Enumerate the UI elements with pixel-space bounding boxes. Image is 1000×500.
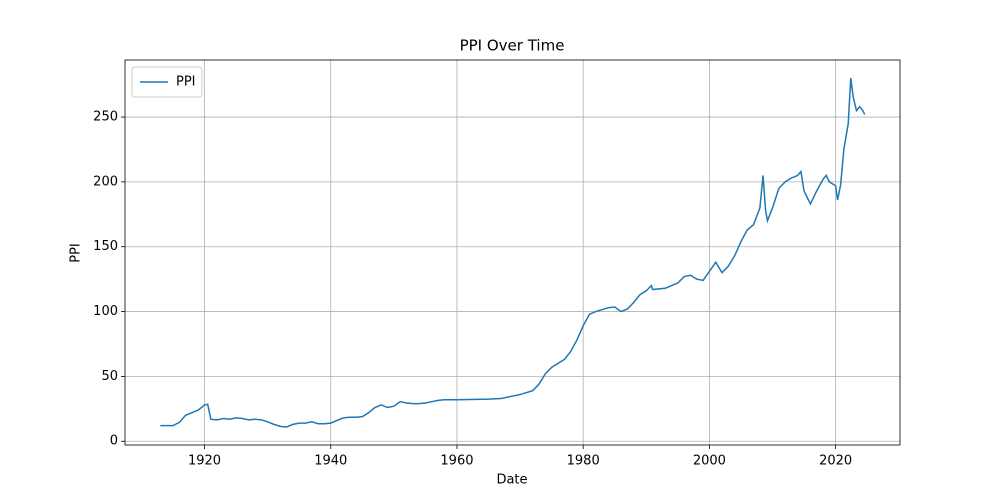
x-tick-label: 2000 — [693, 454, 726, 469]
y-tick-label: 0 — [110, 434, 118, 449]
y-tick-label: 50 — [101, 369, 118, 384]
y-axis-label: PPI — [69, 243, 84, 263]
x-tick-label: 1980 — [567, 454, 600, 469]
legend-label: PPI — [176, 75, 196, 90]
y-tick-label: 250 — [93, 110, 118, 125]
chart-title: PPI Over Time — [460, 37, 565, 55]
y-tick-label: 150 — [93, 239, 118, 254]
y-tick-label: 100 — [93, 304, 118, 319]
plot-frame — [124, 59, 901, 446]
y-tick-label: 200 — [93, 174, 118, 189]
data-line — [160, 78, 866, 428]
x-tick-label: 2020 — [819, 454, 852, 469]
x-tick-label: 1920 — [188, 454, 221, 469]
x-tick-label: 1960 — [440, 454, 473, 469]
x-axis-label: Date — [496, 473, 527, 488]
x-tick-label: 1940 — [314, 454, 347, 469]
